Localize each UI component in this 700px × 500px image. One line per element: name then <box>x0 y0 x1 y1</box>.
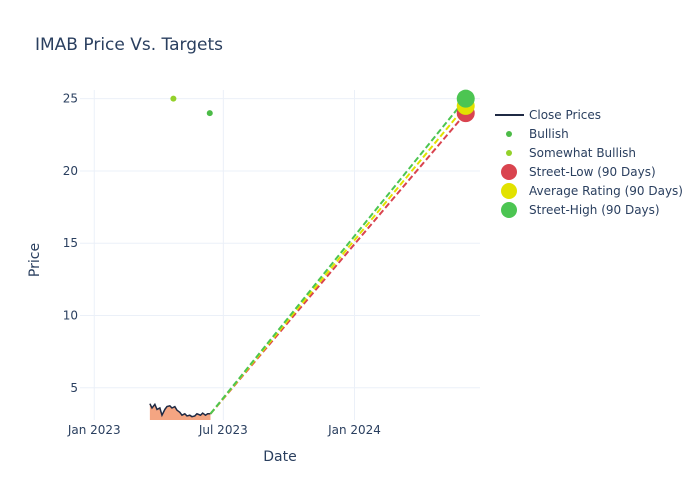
legend-label: Street-Low (90 Days) <box>529 165 656 179</box>
close-price-line <box>149 402 211 418</box>
legend-label: Bullish <box>529 127 569 141</box>
x-tick-label: Jan 2023 <box>67 423 121 437</box>
y-tick-label: 15 <box>63 236 78 250</box>
x-tick-label: Jul 2023 <box>198 423 248 437</box>
legend-label: Somewhat Bullish <box>529 146 636 160</box>
legend-marker-icon <box>506 150 512 156</box>
legend-marker-icon <box>501 164 517 180</box>
y-tick-label: 5 <box>70 381 78 395</box>
bullish-point <box>206 110 213 117</box>
y-tick-label: 20 <box>63 164 78 178</box>
legend-label: Street-High (90 Days) <box>529 203 660 217</box>
target-line-2 <box>209 98 467 415</box>
chart-title: IMAB Price Vs. Targets <box>35 35 223 55</box>
y-axis-label: Price <box>27 243 43 277</box>
legend-label: Close Prices <box>529 108 601 122</box>
legend-marker-icon <box>506 131 512 137</box>
x-axis-label: Date <box>263 449 296 465</box>
legend-label: Average Rating (90 Days) <box>529 184 683 198</box>
legend-marker-icon <box>501 202 517 218</box>
target-marker-2 <box>456 89 475 108</box>
legend-marker-icon <box>501 183 517 199</box>
somewhat-bullish-point <box>170 95 177 102</box>
x-tick-label: Jan 2024 <box>327 423 381 437</box>
y-tick-label: 25 <box>63 92 78 106</box>
y-tick-label: 10 <box>63 308 78 322</box>
